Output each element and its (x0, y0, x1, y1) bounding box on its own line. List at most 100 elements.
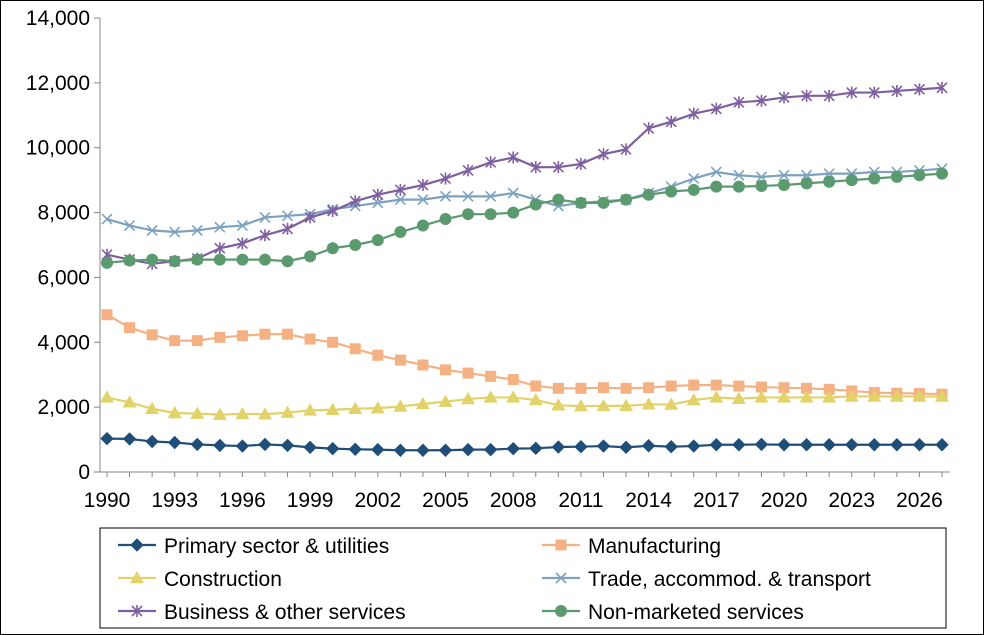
data-point (551, 440, 566, 454)
series-line (106, 86, 943, 265)
data-point (733, 96, 745, 109)
data-point (552, 161, 564, 174)
data-point (799, 390, 814, 403)
legend-marker (130, 538, 144, 552)
data-point (777, 438, 791, 452)
data-point (597, 382, 609, 394)
data-point (372, 188, 384, 201)
data-point (439, 190, 452, 202)
data-point (100, 390, 114, 403)
data-point (507, 374, 519, 386)
data-point (733, 169, 745, 181)
data-point (123, 254, 136, 267)
data-point (304, 333, 316, 345)
data-point (619, 440, 633, 455)
data-point (372, 349, 384, 361)
y-tick-label: 12,000 (26, 72, 90, 95)
data-point (236, 237, 248, 250)
data-point (620, 143, 632, 156)
data-point (485, 370, 497, 382)
x-tick-label: 2020 (761, 489, 808, 512)
data-point (348, 442, 362, 457)
data-point (867, 389, 882, 402)
data-point (281, 255, 294, 268)
data-point (190, 437, 204, 452)
data-point (349, 195, 361, 208)
data-point (755, 179, 768, 192)
data-point (755, 381, 767, 393)
data-point (349, 343, 361, 355)
data-point (777, 390, 792, 403)
data-point (575, 382, 587, 394)
data-point (710, 166, 722, 178)
data-point (257, 407, 272, 420)
data-point (393, 399, 408, 412)
data-point (416, 219, 429, 232)
data-point (416, 443, 430, 457)
data-point (280, 438, 295, 453)
x-tick-label: 2017 (693, 489, 740, 512)
data-point (935, 438, 949, 452)
data-point (236, 253, 249, 266)
data-point (528, 393, 543, 406)
data-point (731, 391, 746, 404)
x-tick-label: 1996 (219, 489, 266, 512)
data-point (686, 393, 701, 406)
data-point (754, 437, 769, 452)
data-point (913, 169, 926, 182)
data-point (417, 194, 429, 206)
data-point (462, 190, 474, 202)
data-point (620, 193, 633, 206)
legend-label: Business & other services (164, 601, 406, 624)
data-point (575, 157, 587, 170)
data-point (936, 81, 948, 94)
data-point (889, 389, 904, 402)
data-point (507, 151, 519, 164)
x-tick-label: 2002 (354, 489, 401, 512)
data-point (327, 204, 339, 217)
data-point (868, 86, 880, 99)
data-point (169, 335, 181, 347)
data-point (259, 211, 271, 224)
data-point (439, 172, 452, 185)
data-point (641, 439, 656, 453)
data-point (936, 167, 948, 180)
y-tick-label: 8,000 (37, 202, 90, 225)
series-line (106, 437, 942, 452)
data-point (483, 442, 498, 457)
data-point (844, 389, 859, 402)
data-point (415, 396, 430, 410)
y-tick-label: 4,000 (37, 331, 90, 354)
data-point (168, 255, 181, 268)
data-point (304, 211, 316, 224)
data-point (417, 359, 429, 371)
data-point (167, 405, 182, 419)
data-point (282, 328, 294, 340)
data-point (212, 407, 227, 420)
data-point (506, 390, 521, 403)
legend-box (99, 527, 947, 629)
data-point (619, 398, 634, 412)
series-line (106, 167, 943, 234)
data-point (122, 432, 137, 446)
series-1 (101, 309, 948, 400)
data-point (101, 309, 113, 321)
legend-item: Primary sector & utilities (118, 535, 389, 558)
data-point (394, 183, 406, 196)
data-point (394, 354, 406, 366)
x-tick-label: 2008 (490, 489, 537, 512)
data-point (778, 382, 790, 394)
data-point (890, 438, 904, 452)
data-point (890, 170, 903, 183)
data-point (643, 382, 655, 394)
data-point (372, 197, 384, 209)
data-point (439, 213, 452, 226)
data-point (823, 89, 835, 102)
data-point (280, 405, 295, 418)
x-tick-label: 2011 (558, 489, 603, 512)
data-point (891, 84, 903, 97)
data-point (236, 330, 248, 342)
data-point (145, 434, 159, 449)
data-point (665, 115, 677, 128)
y-tick-label: 0 (78, 461, 90, 484)
